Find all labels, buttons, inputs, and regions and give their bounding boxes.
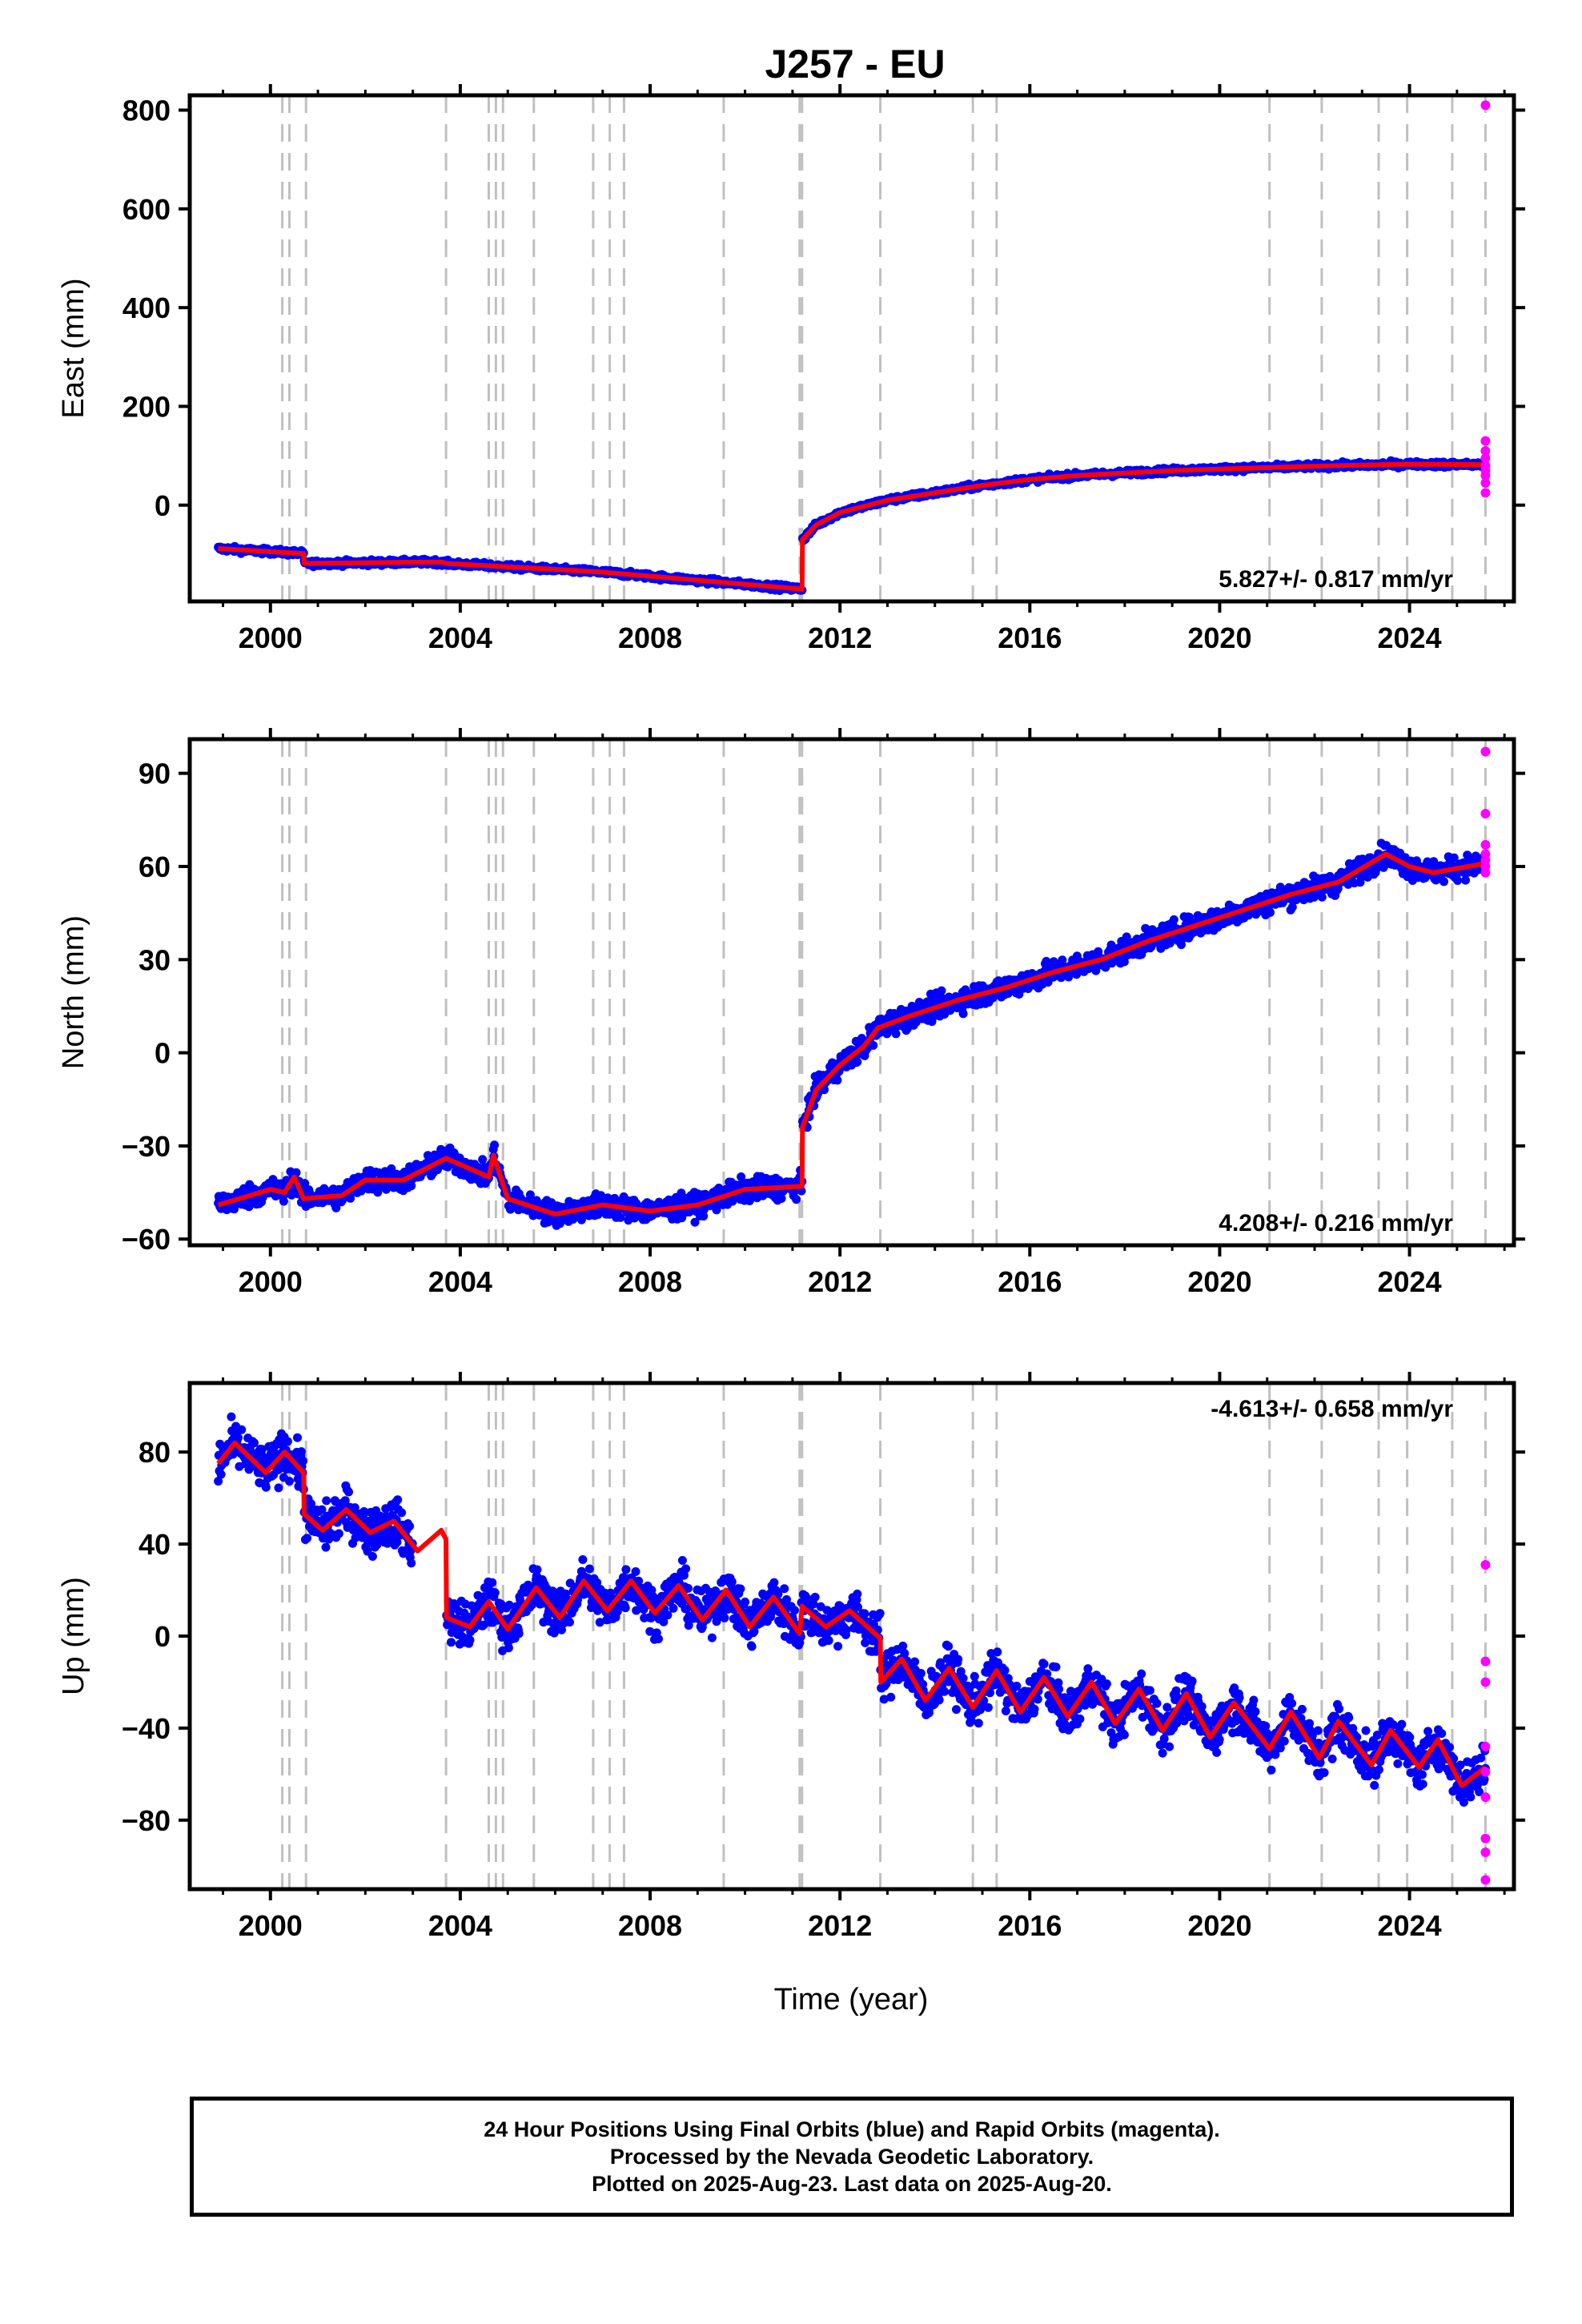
y-tick-label: 40: [139, 1528, 171, 1561]
rapid-orbit-point: [1480, 453, 1491, 464]
x-tick-label: 2012: [808, 1265, 872, 1298]
rapid-orbit-point: [1480, 100, 1491, 111]
rapid-orbit-point: [1480, 488, 1491, 498]
y-tick-label: 90: [139, 758, 171, 790]
rate-label: 5.827+/- 0.817 mm/yr: [1219, 566, 1453, 593]
x-tick-label: 2020: [1187, 621, 1251, 654]
x-tick-label: 2004: [428, 621, 492, 654]
x-tick-label: 2012: [808, 1909, 872, 1942]
y-tick-label: 0: [155, 1620, 171, 1653]
rapid-orbit-point: [1480, 1848, 1491, 1858]
x-tick-label: 2020: [1187, 1265, 1251, 1298]
x-tick-label: 2008: [618, 1265, 682, 1298]
x-tick-label: 2016: [998, 621, 1062, 654]
rapid-orbit-point: [1480, 867, 1491, 878]
panel-north: 2000 2004 2008 2012 2016 2020 2024 −60 −30 0 30 60 9…: [57, 728, 1525, 1298]
x-tick-label: 2024: [1378, 621, 1442, 654]
rate-label: 4.208+/- 0.216 mm/yr: [1219, 1210, 1453, 1236]
y-tick-label: −40: [122, 1712, 171, 1745]
y-tick-label: 800: [122, 94, 171, 127]
panel-frame: [187, 737, 1516, 1248]
panel-east: 2000 2004 2008 2012 2016 2020 2024 0 200 400 600 80…: [57, 84, 1525, 654]
panels: 2000 2004 2008 2012 2016 2020 2024020040060080…: [57, 84, 1525, 1942]
y-tick-label: 400: [122, 292, 171, 324]
rapid-orbit-point: [1480, 1559, 1491, 1570]
footer-line-3: Plotted on 2025-Aug-23. Last data on 202…: [592, 2172, 1112, 2196]
panel-frame: [187, 1381, 1516, 1892]
rapid-orbit-point: [1480, 1741, 1491, 1751]
y-tick-label: 0: [155, 489, 171, 522]
rapid-orbit-point: [1480, 1677, 1491, 1687]
x-tick-label: 2000: [239, 1265, 303, 1298]
footer-line-2: Processed by the Nevada Geodetic Laborat…: [609, 2145, 1094, 2169]
y-tick-label: −80: [122, 1804, 171, 1837]
y-tick-label: 30: [139, 943, 171, 976]
footer-line-1: 24 Hour Positions Using Final Orbits (bl…: [484, 2117, 1220, 2141]
x-axis-label: Time (year): [774, 1983, 929, 2016]
panel-frame: [187, 93, 1516, 604]
y-tick-label: −30: [122, 1130, 171, 1163]
final-orbit-series: [214, 1412, 1490, 1807]
x-tick-label: 2024: [1378, 1265, 1442, 1298]
rate-label: -4.613+/- 0.658 mm/yr: [1211, 1396, 1453, 1422]
final-orbit-points: [214, 1412, 1490, 1807]
rapid-orbit-point: [1480, 1875, 1491, 1885]
model-line: [217, 851, 1486, 1217]
x-tick-label: 2000: [239, 1909, 303, 1942]
y-tick-label: 200: [122, 390, 171, 423]
x-tick-label: 2004: [428, 1265, 492, 1298]
final-orbit-points: [214, 838, 1490, 1230]
model-line: [218, 461, 1486, 592]
x-tick-label: 2000: [239, 621, 303, 654]
x-tick-label: 2020: [1187, 1909, 1251, 1942]
x-tick-label: 2012: [808, 621, 872, 654]
model-line: [216, 1440, 1488, 1788]
y-axis-label: East (mm): [57, 278, 90, 418]
x-tick-label: 2024: [1378, 1909, 1442, 1942]
y-tick-label: 600: [122, 193, 171, 226]
rapid-orbit-point: [1480, 445, 1491, 456]
y-tick-label: 0: [155, 1037, 171, 1070]
rapid-orbit-point: [1480, 1656, 1491, 1667]
rapid-orbit-point: [1480, 839, 1491, 850]
y-axis-label: North (mm): [57, 915, 90, 1069]
rapid-orbit-point: [1480, 478, 1491, 489]
panel-up: 2000 2004 2008 2012 2016 2020 2024 −80 −40 0 40 80 U…: [57, 1372, 1525, 1942]
x-tick-label: 2016: [998, 1265, 1062, 1298]
x-tick-label: 2016: [998, 1909, 1062, 1942]
rapid-orbit-point: [1480, 1792, 1491, 1803]
final-orbit-series: [214, 838, 1490, 1230]
y-tick-label: 80: [139, 1436, 171, 1469]
y-tick-label: −60: [122, 1223, 171, 1256]
chart-title: J257 - EU: [765, 42, 945, 86]
rapid-orbit-point: [1480, 809, 1491, 819]
rapid-orbit-point: [1480, 746, 1491, 757]
footer-box: 24 Hour Positions Using Final Orbits (bl…: [190, 2097, 1514, 2217]
rapid-orbit-point: [1480, 1833, 1491, 1844]
rapid-orbit-point: [1480, 1767, 1491, 1777]
y-tick-label: 60: [139, 850, 171, 883]
y-axis-label: Up (mm): [57, 1577, 90, 1695]
rapid-orbit-point: [1480, 436, 1491, 446]
x-tick-label: 2004: [428, 1909, 492, 1942]
x-tick-label: 2008: [618, 621, 682, 654]
x-tick-label: 2008: [618, 1909, 682, 1942]
rapid-orbit-point: [1480, 470, 1491, 480]
